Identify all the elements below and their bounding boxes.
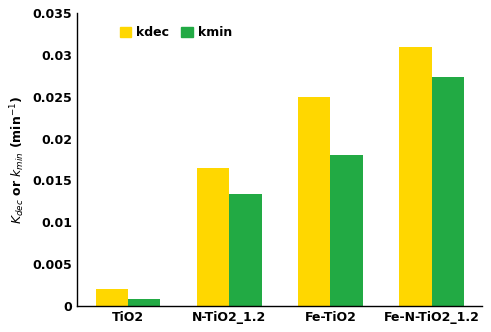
Bar (298, 97, 330, 306)
Bar (197, 168, 229, 306)
Y-axis label: $K_{dec}$ or $k_{min}$ (min$^{-1}$): $K_{dec}$ or $k_{min}$ (min$^{-1}$) (8, 96, 27, 224)
Bar (128, 299, 161, 306)
Bar (399, 47, 432, 306)
Bar (330, 155, 363, 306)
Bar (96, 289, 128, 306)
Bar (432, 77, 464, 306)
Legend: kdec, kmin: kdec, kmin (116, 23, 236, 43)
Bar (229, 194, 262, 306)
